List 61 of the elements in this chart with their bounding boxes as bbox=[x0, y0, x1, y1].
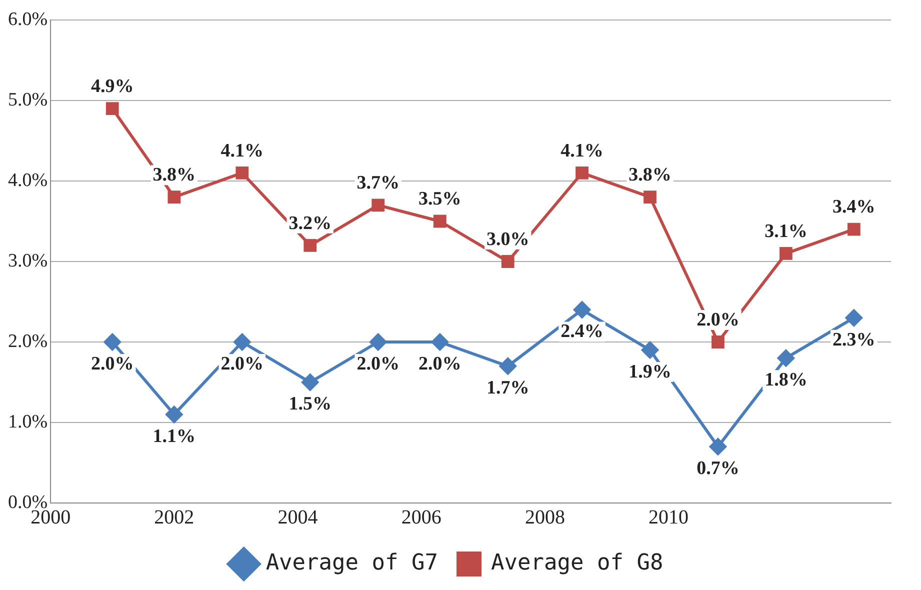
data-label: 2.0% bbox=[696, 309, 740, 330]
data-label: 3.2% bbox=[288, 212, 332, 234]
x-tick-label: 2010 bbox=[648, 506, 689, 528]
data-label: 3.8% bbox=[152, 164, 196, 186]
point bbox=[166, 406, 183, 423]
data-label: 1.8% bbox=[764, 370, 808, 391]
legend-label: Average of G7 bbox=[266, 550, 438, 576]
point bbox=[641, 342, 658, 359]
point bbox=[777, 350, 794, 367]
data-label: 2.0% bbox=[91, 353, 134, 374]
point bbox=[304, 238, 317, 252]
point bbox=[644, 190, 656, 204]
point bbox=[574, 301, 591, 318]
y-tick-label: 3.0% bbox=[8, 250, 48, 272]
y-tick-label: 5.0% bbox=[8, 89, 48, 110]
data-label: 2.0% bbox=[418, 353, 462, 374]
legend-label: Average of G8 bbox=[491, 550, 664, 576]
data-label: 3.8% bbox=[628, 164, 672, 186]
point bbox=[501, 255, 514, 268]
point bbox=[168, 190, 181, 204]
point bbox=[433, 214, 446, 228]
data-label: 4.1% bbox=[220, 140, 264, 162]
data-label: 0.7% bbox=[696, 458, 740, 480]
y-tick-label: 1.0% bbox=[8, 411, 48, 432]
point bbox=[302, 374, 319, 391]
x-tick-label: 2004 bbox=[278, 506, 318, 528]
point bbox=[845, 309, 862, 326]
x-tick-label: 2006 bbox=[401, 506, 442, 528]
data-label: 1.5% bbox=[288, 394, 332, 415]
data-label: 1.1% bbox=[152, 426, 196, 447]
point bbox=[370, 334, 387, 350]
data-label: 2.4% bbox=[560, 321, 604, 342]
y-tick-label: 2.0% bbox=[8, 330, 48, 352]
point bbox=[236, 166, 249, 180]
data-label: 3.4% bbox=[832, 196, 876, 218]
point bbox=[106, 102, 119, 115]
x-tick-label: 2002 bbox=[154, 506, 194, 528]
data-label: 2.0% bbox=[220, 353, 264, 374]
y-tick-label: 6.0% bbox=[8, 8, 48, 30]
point bbox=[780, 247, 792, 260]
data-label: 4.1% bbox=[560, 140, 604, 162]
point bbox=[576, 166, 588, 180]
y-tick-label: 4.0% bbox=[8, 170, 48, 191]
data-label: 2.0% bbox=[356, 353, 400, 374]
data-label: 2.3% bbox=[832, 329, 876, 350]
data-label: 3.0% bbox=[486, 228, 530, 250]
point bbox=[431, 334, 448, 350]
point bbox=[709, 438, 726, 456]
data-label: 3.7% bbox=[356, 172, 400, 194]
data-label: 3.5% bbox=[418, 188, 462, 210]
point bbox=[104, 334, 121, 350]
point bbox=[234, 334, 251, 350]
data-label: 1.7% bbox=[486, 378, 530, 399]
point bbox=[499, 358, 516, 375]
data-label: 4.9% bbox=[91, 76, 134, 97]
point bbox=[847, 222, 860, 236]
point bbox=[372, 198, 385, 212]
data-label: 3.1% bbox=[764, 220, 808, 242]
data-label: 1.9% bbox=[628, 361, 672, 382]
point bbox=[712, 336, 724, 348]
x-tick-label: 2008 bbox=[524, 506, 565, 528]
